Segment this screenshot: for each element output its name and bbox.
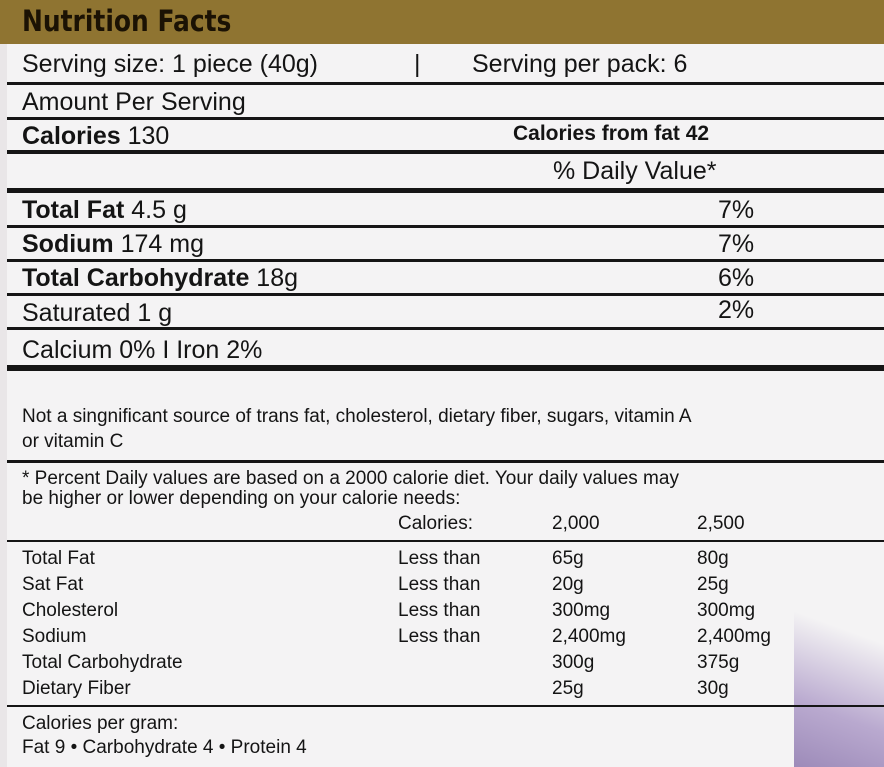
ref-row-value-2500: 25g [697,574,729,595]
ref-row-label: Total Carbohydrate [22,652,183,673]
nutrient-dv: 7% [718,230,755,258]
nutrient-total-fat: Total Fat 4.5 g [22,196,187,225]
calories-value: 130 [127,122,170,150]
ref-row-qualifier: Less than [398,600,481,621]
nutrient-amount: 174 mg [120,230,205,258]
ref-row-value-2500: 80g [697,548,729,569]
ref-row-label: Dietary Fiber [22,678,131,699]
ref-row-qualifier: Less than [398,626,481,647]
ref-row-value-2000: 300mg [552,600,611,621]
ref-row-value-2500: 375g [697,652,740,673]
calories-per-gram-values: Fat 9 • Carbohydrate 4 • Protein 4 [22,737,307,758]
title-bar: Nutrition Facts [0,0,884,44]
serving-separator: | [414,50,421,78]
rule-thick [7,365,884,371]
servings-per-pack: Serving per pack: 6 [472,50,688,78]
ref-row-label: Sodium [22,626,87,647]
nutrient-saturated: Saturated 1 g [22,299,172,328]
nutrient-label: Saturated [22,299,131,327]
rule [7,705,884,707]
label-title: Nutrition Facts [22,4,232,38]
nutrient-total-carbohydrate: Total Carbohydrate 18g [22,264,298,293]
ref-header-2500: 2,500 [697,513,745,534]
ref-row-value-2000: 20g [552,574,584,595]
calories-row: Calories 130 [22,122,169,151]
ref-row-value-2500: 300mg [697,600,756,621]
rule [7,117,884,120]
ref-row-value-2000: 25g [552,678,584,699]
nutrient-dv: 6% [718,264,755,292]
calories-per-gram-label: Calories per gram: [22,713,179,734]
nutrient-dv: 2% [718,296,755,324]
daily-value-header: % Daily Value* [553,157,717,185]
rule [7,460,884,463]
nutrient-label: Total Carbohydrate [22,264,250,292]
ref-row-label: Total Fat [22,548,95,569]
rule [7,82,884,85]
ref-header-calories: Calories: [398,513,473,534]
nutrient-label: Sodium [22,230,114,258]
footnote-line-2: be higher or lower depending on your cal… [22,488,461,509]
nutrient-amount: 18g [256,264,299,292]
nutrient-sodium: Sodium 174 mg [22,230,204,259]
calories-from-fat: Calories from fat 42 [513,122,710,145]
ref-row-label: Sat Fat [22,574,84,595]
rule [7,259,884,262]
calories-label: Calories [22,122,121,150]
ref-row-label: Cholesterol [22,600,119,621]
nutrient-amount: 1 g [137,299,173,327]
nutrient-amount: 4.5 g [131,196,187,224]
ref-row-qualifier: Less than [398,548,481,569]
rule [7,225,884,228]
not-significant-line-1: Not a singnificant source of trans fat, … [22,406,692,427]
ref-row-value-2500: 2,400mg [697,626,771,647]
ref-header-2000: 2,000 [552,513,600,534]
rule [7,150,884,154]
footnote-line-1: * Percent Daily values are based on a 20… [22,468,679,489]
ref-row-value-2000: 2,400mg [552,626,626,647]
label-panel [7,44,884,767]
rule [7,327,884,330]
rule [7,293,884,296]
ref-row-value-2500: 30g [697,678,729,699]
not-significant-line-2: or vitamin C [22,431,124,452]
ref-row-qualifier: Less than [398,574,481,595]
amount-per-serving: Amount Per Serving [22,88,246,116]
rule [7,188,884,193]
ref-row-value-2000: 300g [552,652,595,673]
nutrient-label: Total Fat [22,196,125,224]
background-corner [794,577,884,767]
serving-size: Serving size: 1 piece (40g) [22,50,318,78]
ref-row-value-2000: 65g [552,548,584,569]
minerals: Calcium 0% I Iron 2% [22,336,263,364]
rule [7,540,884,542]
nutrient-dv: 7% [718,196,755,224]
